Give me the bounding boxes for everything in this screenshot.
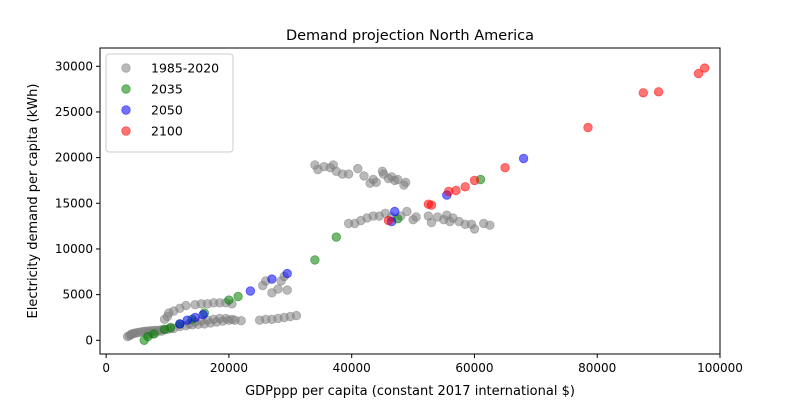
- data-point: [282, 268, 292, 279]
- data-point: [331, 232, 342, 242]
- data-point: [402, 206, 412, 217]
- legend-box: [105, 53, 234, 153]
- legend-marker: [121, 63, 131, 73]
- legend: 1985-2020 2035 2050 2100: [105, 53, 234, 153]
- data-point: [469, 224, 480, 234]
- data-point: [190, 312, 200, 323]
- y-tick-label: 0: [85, 333, 93, 347]
- data-point: [236, 316, 246, 326]
- data-point: [149, 329, 159, 339]
- data-point: [700, 63, 710, 73]
- data-point: [353, 163, 363, 174]
- data-point: [426, 217, 437, 228]
- data-point: [224, 295, 234, 305]
- data-point: [233, 291, 243, 302]
- data-point: [460, 182, 470, 192]
- y-axis-label: Electricity demand per capita (kWh): [26, 84, 41, 319]
- x-tick-label: 60000: [455, 361, 493, 375]
- data-point: [182, 315, 192, 325]
- data-point: [411, 212, 421, 222]
- data-point: [267, 274, 277, 284]
- legend-marker: [121, 126, 131, 136]
- data-point: [653, 87, 664, 97]
- data-point: [343, 169, 354, 179]
- data-point: [693, 68, 704, 79]
- axes-frame: [99, 47, 721, 355]
- x-tick-label: 20000: [210, 361, 248, 375]
- legend-marker: [121, 84, 131, 94]
- legend-label: 2100: [151, 124, 183, 139]
- data-point: [371, 177, 381, 188]
- data-point: [485, 220, 495, 230]
- data-point: [426, 200, 437, 210]
- data-point: [181, 300, 191, 311]
- y-tick-label: 5000: [62, 288, 93, 302]
- x-tick-label: 40000: [333, 361, 371, 375]
- series-3: [383, 63, 710, 226]
- data-point: [310, 255, 320, 265]
- legend-label: 2035: [151, 82, 183, 97]
- x-tick-label: 0: [102, 361, 110, 375]
- data-point: [291, 310, 302, 321]
- data-point: [638, 88, 649, 98]
- data-point: [359, 171, 369, 181]
- x-tick-label: 100000: [697, 361, 743, 375]
- data-point: [245, 286, 256, 296]
- data-point: [451, 185, 461, 196]
- chart-title: Demand projection North America: [286, 28, 534, 44]
- data-point: [198, 310, 208, 320]
- legend-label: 1985-2020: [151, 61, 219, 76]
- data-point: [175, 319, 185, 329]
- y-tick-label: 25000: [55, 105, 93, 119]
- data-point: [165, 322, 176, 333]
- data-point: [583, 122, 593, 133]
- y-tick-label: 10000: [55, 242, 93, 256]
- data-point: [390, 206, 400, 217]
- y-tick-label: 15000: [55, 196, 93, 210]
- series-2: [175, 153, 529, 329]
- data-point: [282, 285, 292, 295]
- data-point: [469, 175, 480, 186]
- y-tick-label: 20000: [55, 151, 93, 165]
- legend-label: 2050: [151, 103, 183, 118]
- data-point: [383, 215, 394, 226]
- y-tick-label: 30000: [55, 59, 93, 73]
- data-point: [500, 162, 510, 173]
- x-axis-label: GDPppp per capita (constant 2017 interna…: [245, 384, 575, 399]
- legend-marker: [121, 105, 131, 115]
- data-point: [518, 153, 529, 164]
- data-point: [401, 177, 411, 188]
- series-0: [122, 160, 495, 342]
- data-point: [273, 284, 283, 294]
- data-point: [227, 314, 237, 325]
- x-tick-label: 80000: [578, 361, 616, 375]
